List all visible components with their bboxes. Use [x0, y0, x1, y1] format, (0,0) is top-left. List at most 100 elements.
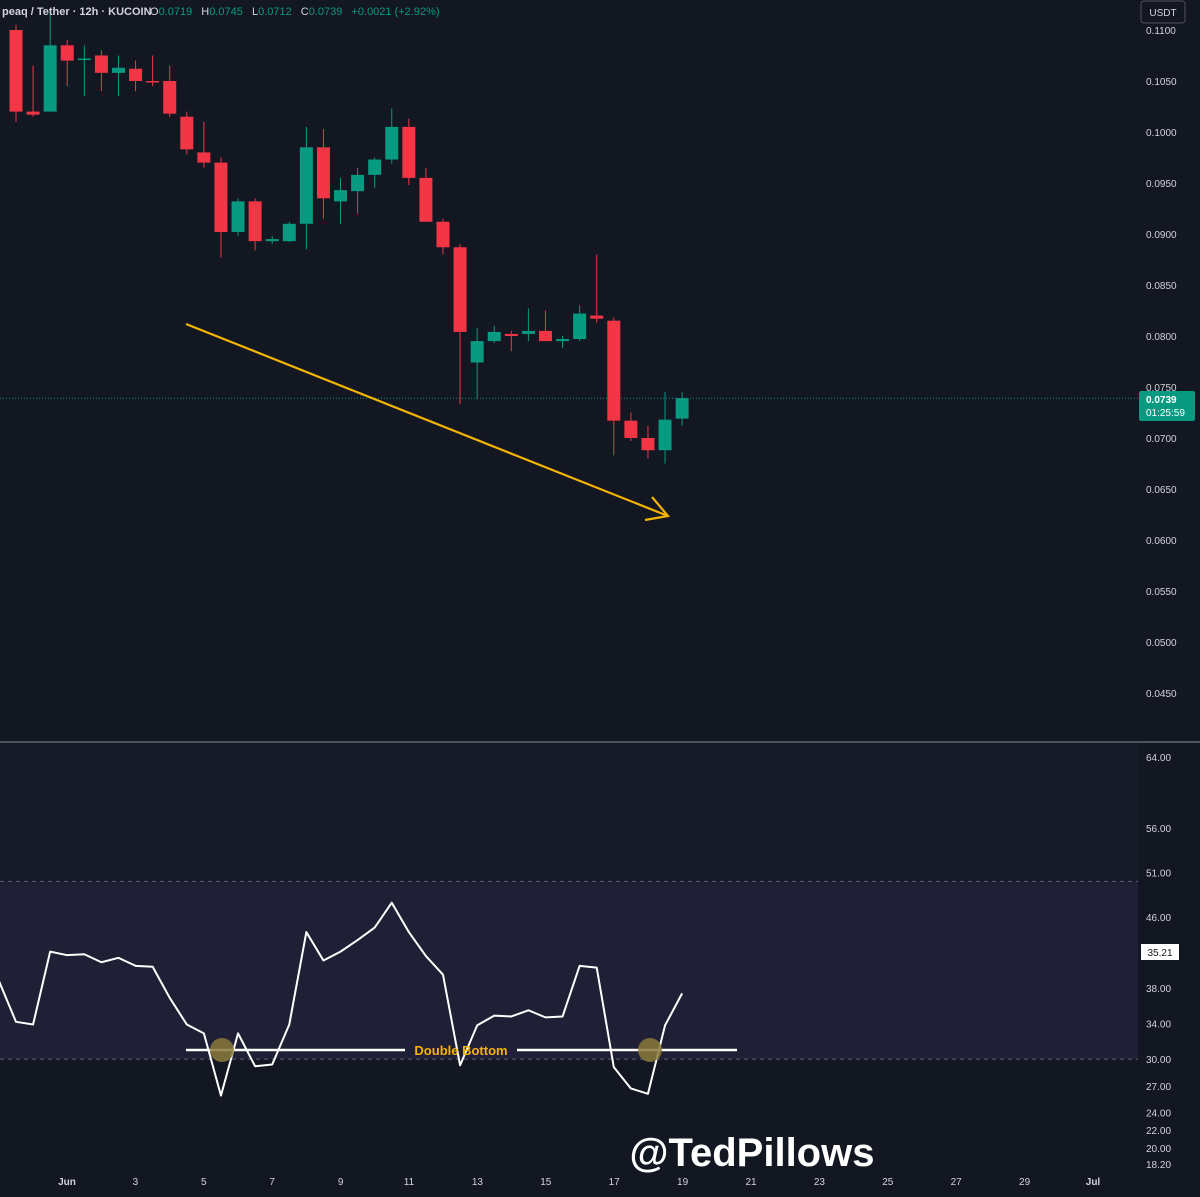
downtrend-arrow[interactable]	[185, 322, 671, 522]
rsi-axis-tick: 46.00	[1146, 913, 1171, 924]
candle	[504, 330, 518, 352]
rsi-axis-tick: 64.00	[1146, 753, 1171, 764]
rsi-axis-tick: 34.00	[1146, 1020, 1171, 1031]
time-axis-tick: 19	[677, 1177, 689, 1188]
last-price-tag-bg	[1139, 391, 1195, 421]
author-watermark: @TedPillows	[630, 1131, 875, 1175]
candle	[231, 198, 245, 237]
rsi-axis-tick: 56.00	[1146, 824, 1171, 835]
candle	[94, 50, 108, 92]
candle-body	[197, 152, 211, 163]
candle	[43, 9, 57, 112]
rsi-axis[interactable]: 64.0056.0051.0046.0042.0038.0034.0030.00…	[1146, 753, 1171, 1171]
last-price-label: 0.0739	[1146, 395, 1177, 406]
low-label: L	[252, 6, 258, 18]
time-axis-tick: 23	[814, 1177, 826, 1188]
price-axis-tick: 0.1100	[1146, 26, 1176, 37]
candle-body	[351, 174, 365, 192]
rsi-axis-tick: 20.00	[1146, 1144, 1171, 1155]
rsi-pane[interactable]	[0, 743, 1138, 1097]
candle-body	[180, 116, 194, 150]
candle	[453, 244, 467, 405]
candle	[129, 60, 143, 92]
candle-body	[385, 126, 399, 160]
candle	[334, 177, 348, 224]
open-value: 0.0719	[159, 6, 193, 18]
rsi-upper-area	[0, 743, 1138, 882]
time-axis-tick: 27	[951, 1177, 963, 1188]
price-axis-tick: 0.0550	[1146, 587, 1177, 598]
time-axis-tick: 29	[1019, 1177, 1031, 1188]
price-axis-tick: 0.0900	[1146, 230, 1177, 241]
candle	[197, 121, 211, 168]
double-bottom-annotation[interactable]: Double Bottom	[186, 1038, 737, 1062]
candle-body	[470, 341, 484, 363]
candle-body	[265, 239, 279, 242]
candle	[607, 317, 621, 456]
candle	[521, 308, 535, 342]
candle	[402, 118, 416, 186]
candle	[282, 221, 296, 243]
double-bottom-marker-left	[210, 1038, 234, 1062]
rsi-value-label: 35.21	[1147, 948, 1172, 959]
candle	[641, 425, 655, 459]
candle	[265, 236, 279, 245]
price-axis[interactable]: 0.1100 0.1050 0.1000 0.0950 0.0900 0.0850 0.08…	[1146, 26, 1177, 700]
price-axis-tick: 0.0600	[1146, 536, 1177, 547]
rsi-line	[0, 901, 684, 1097]
rsi-axis-tick: 27.00	[1146, 1082, 1171, 1093]
candle	[146, 55, 160, 87]
price-axis-tick: 0.0800	[1146, 332, 1177, 343]
candle-body	[9, 30, 23, 112]
currency-button-frame	[1140, 0, 1186, 24]
time-axis-tick: Jul	[1086, 1177, 1101, 1188]
candle	[351, 167, 365, 214]
price-axis-tick: 0.0500	[1146, 638, 1177, 649]
candle	[77, 45, 91, 97]
rsi-axis-tick: 22.00	[1146, 1126, 1171, 1137]
candle-body	[573, 313, 587, 340]
candle-body	[129, 68, 143, 81]
time-axis-tick: 7	[269, 1177, 275, 1188]
candle	[60, 40, 74, 87]
rsi-value-tag: 35.21	[1141, 944, 1179, 960]
candle-body	[368, 159, 382, 175]
time-axis-tick: 9	[338, 1177, 344, 1188]
candle-body	[43, 45, 57, 112]
candle-body	[487, 331, 501, 342]
close-label: C	[301, 6, 309, 18]
price-axis-tick: 0.1000	[1146, 128, 1177, 139]
price-axis-tick: 0.0950	[1146, 179, 1177, 190]
price-axis-tick: 0.0450	[1146, 689, 1177, 700]
candle-body	[453, 247, 467, 332]
rsi-value-tag-bg	[1141, 944, 1179, 960]
time-axis[interactable]: Jun 3 5 7 9 11 13 15 17 19 21 23 25 27 29 Jul	[58, 1177, 1100, 1188]
candle	[299, 126, 313, 250]
candle	[556, 336, 570, 349]
candle-body	[521, 330, 535, 334]
candle-body	[436, 221, 450, 248]
rsi-axis-tick: 38.00	[1146, 984, 1171, 995]
candle-body	[163, 81, 177, 114]
close-value: 0.0739	[309, 6, 343, 18]
candle	[180, 111, 194, 155]
candle-body	[214, 162, 228, 232]
price-axis-tick: 0.0750	[1146, 383, 1177, 394]
candle-body	[641, 438, 655, 451]
candle	[26, 65, 40, 117]
low-value: 0.0712	[258, 6, 292, 18]
candle-body	[77, 58, 91, 61]
symbol-title[interactable]: peaq / Tether · 12h · KUCOIN	[2, 6, 152, 18]
candle	[316, 128, 330, 219]
candle-body	[556, 339, 570, 342]
candle	[111, 55, 125, 97]
currency-button[interactable]: USDT	[1140, 0, 1186, 24]
candle	[470, 327, 484, 400]
time-axis-tick: 5	[201, 1177, 207, 1188]
downtrend-arrow-shaft	[185, 322, 669, 518]
candle	[163, 65, 177, 117]
candle-body	[590, 315, 604, 319]
ohlc-legend: O0.0719 H0.0745 L0.0712 C0.0739 +0.0021 …	[150, 6, 440, 18]
